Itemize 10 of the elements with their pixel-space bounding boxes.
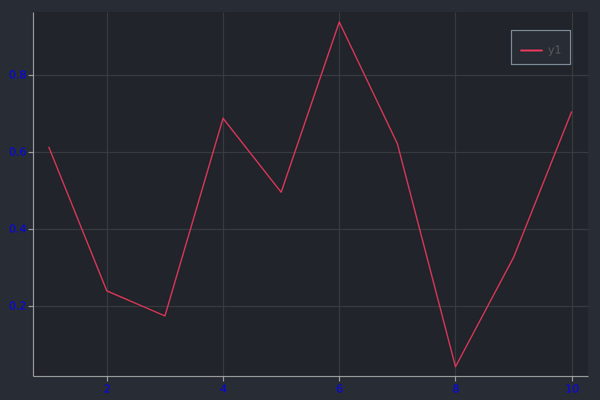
line-series <box>48 21 572 368</box>
x-tick-label: 4 <box>220 382 228 396</box>
y-tick-label: 0.2 <box>9 299 26 312</box>
x-tick-label: 8 <box>452 382 460 396</box>
x-tick-label: 2 <box>104 382 111 396</box>
y-tick-label: 0.6 <box>9 145 26 158</box>
x-tick-label: 6 <box>336 382 344 396</box>
y-tick-label: 0.4 <box>9 222 26 236</box>
x-tick-label: 10 <box>565 382 580 396</box>
y-tick-label: 0.8 <box>9 68 26 82</box>
